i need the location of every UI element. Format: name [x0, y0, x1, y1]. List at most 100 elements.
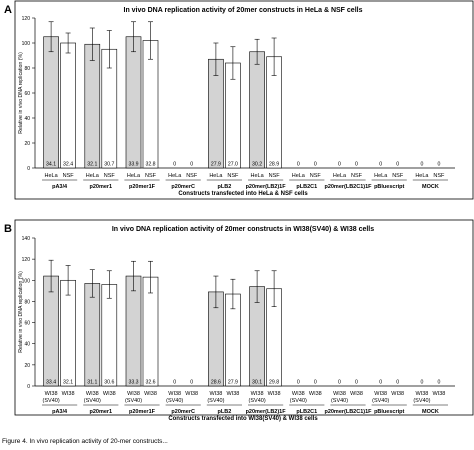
group-label: p20merC	[171, 409, 195, 415]
y-tick-label: 20	[24, 141, 30, 147]
group-label: MOCK	[422, 409, 439, 415]
data-label: 34.1	[46, 162, 56, 168]
data-label: 28.9	[269, 162, 279, 168]
chart-panel-b: B In vivo DNA replication activity of 20m…	[4, 219, 474, 422]
series-tick-label: WI38	[333, 391, 346, 397]
group-label: p20mer(LB2C1)1F	[324, 184, 372, 190]
group-label: p20mer(LB2)1F	[246, 184, 287, 190]
panel-frame	[14, 219, 474, 416]
y-tick-label: 60	[24, 321, 30, 327]
series-tick-label: HeLa	[374, 173, 388, 179]
data-label: 0	[297, 162, 300, 168]
series-tick-label: NSF	[433, 173, 445, 179]
group-label: MOCK	[422, 184, 439, 190]
y-tick-label: 80	[24, 66, 30, 72]
series-tick-label: WI38	[226, 391, 239, 397]
bar	[60, 42, 76, 169]
series-tick-label: WI38	[432, 391, 445, 397]
chart-panel-a: A In vivo DNA replication activity of 20m…	[4, 0, 474, 200]
series-tick-label: WI38	[292, 391, 305, 397]
figure-caption: Figure 4. In vivo replication activity o…	[2, 438, 168, 445]
series-tick-label: NSF	[269, 173, 281, 179]
data-label: 33.9	[128, 162, 138, 168]
series-tick-label: WI38	[309, 391, 322, 397]
data-label: 0	[190, 380, 193, 386]
data-label: 0	[314, 380, 317, 386]
series-tick-label: (SV40)	[413, 398, 430, 404]
group-label: p20mer1	[89, 184, 112, 190]
series-tick-label: NSF	[310, 173, 322, 179]
y-tick-label: 120	[22, 16, 31, 22]
series-tick-label: WI38	[103, 391, 116, 397]
group-label: pA3/4	[52, 184, 68, 190]
group-label: p20mer(LB2C1)1F	[324, 409, 372, 415]
data-label: 27.0	[228, 162, 238, 168]
data-label: 32.1	[63, 380, 73, 386]
series-tick-label: HeLa	[168, 173, 182, 179]
data-label: 0	[396, 380, 399, 386]
panel-label: A	[4, 4, 12, 16]
data-label: 33.4	[46, 380, 56, 386]
group-label: p20mer1	[89, 409, 112, 415]
y-tick-label: 100	[22, 278, 31, 284]
group-label: pLB2C1	[296, 184, 317, 190]
bar	[43, 275, 59, 387]
data-label: 0	[437, 162, 440, 168]
series-tick-label: WI38	[62, 391, 75, 397]
data-label: 27.9	[228, 380, 238, 386]
bar	[84, 43, 101, 169]
series-tick-label: WI38	[251, 391, 264, 397]
series-tick-label: (SV40)	[84, 398, 101, 404]
series-tick-label: WI38	[45, 391, 58, 397]
bar	[101, 284, 118, 387]
series-tick-label: WI38	[168, 391, 181, 397]
series-tick-label: HeLa	[45, 173, 59, 179]
data-label: 0	[190, 162, 193, 168]
data-label: 0	[420, 162, 423, 168]
data-label: 30.2	[252, 162, 262, 168]
data-label: 0	[396, 162, 399, 168]
panel-label: B	[4, 223, 12, 235]
group-label: p20mer1F	[129, 409, 156, 415]
data-label: 32.6	[145, 380, 155, 386]
data-label: 0	[355, 162, 358, 168]
data-label: 0	[338, 162, 341, 168]
data-label: 29.8	[269, 380, 279, 386]
series-tick-label: NSF	[392, 173, 404, 179]
group-label: pLB2	[218, 184, 232, 190]
data-label: 0	[420, 380, 423, 386]
series-tick-label: HeLa	[415, 173, 429, 179]
y-tick-label: 140	[22, 236, 31, 242]
bar	[125, 275, 142, 387]
bar	[60, 279, 76, 387]
series-tick-label: (SV40)	[331, 398, 348, 404]
x-axis-label: Constructs transfected into HeLa & NSF c…	[178, 191, 308, 197]
series-tick-label: HeLa	[127, 173, 141, 179]
y-tick-label: 40	[24, 116, 30, 122]
group-label: p20mer1F	[129, 184, 156, 190]
bar	[142, 40, 159, 169]
y-tick-label: 120	[22, 257, 31, 263]
y-tick-label: 20	[24, 363, 30, 369]
group-label: pLB2C1	[296, 409, 317, 415]
series-tick-label: HeLa	[333, 173, 347, 179]
series-tick-label: WI38	[268, 391, 281, 397]
data-label: 0	[437, 380, 440, 386]
y-axis-label: Relative in vivo DNA replication (%)	[18, 52, 24, 134]
group-label: p20mer(LB2)1F	[246, 409, 287, 415]
series-tick-label: WI38	[144, 391, 157, 397]
data-label: 32.4	[63, 162, 73, 168]
data-label: 0	[355, 380, 358, 386]
series-tick-label: HeLa	[209, 173, 223, 179]
y-tick-label: 100	[22, 41, 31, 47]
data-label: 32.8	[145, 162, 155, 168]
series-tick-label: (SV40)	[249, 398, 266, 404]
bar	[249, 51, 265, 169]
group-label: pBluescript	[374, 409, 404, 415]
data-label: 33.3	[128, 380, 138, 386]
bar	[125, 36, 142, 169]
data-label: 0	[379, 380, 382, 386]
data-label: 27.9	[211, 162, 221, 168]
series-tick-label: NSF	[227, 173, 239, 179]
series-tick-label: WI38	[127, 391, 140, 397]
